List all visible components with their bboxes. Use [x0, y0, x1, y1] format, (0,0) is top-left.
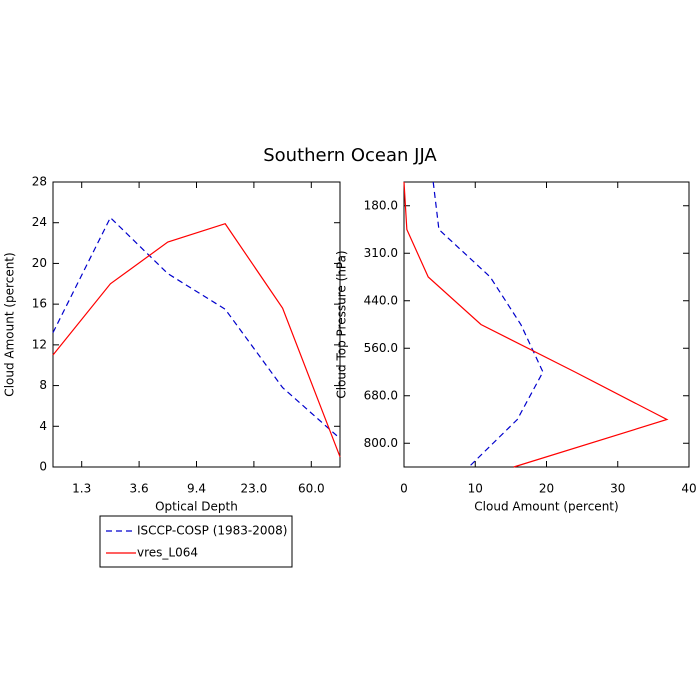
x-tick-label: 40 — [681, 482, 696, 496]
y-tick-label: 0 — [39, 460, 47, 474]
x-tick-label: 23.0 — [241, 482, 268, 496]
x-tick-label: 9.4 — [187, 482, 206, 496]
y-tick-label: 8 — [39, 378, 47, 392]
x-tick-label: 60.0 — [298, 482, 325, 496]
plot-frame — [403, 181, 690, 468]
y-tick-label: 180.0 — [364, 198, 398, 212]
y-tick-label: 24 — [32, 215, 47, 229]
y-tick-label: 12 — [32, 337, 47, 351]
x-tick-label: 10 — [468, 482, 483, 496]
y-axis-label: Cloud Top Pressure (hPa) — [335, 250, 349, 398]
series-line — [52, 216, 341, 439]
x-tick-label: 1.3 — [72, 482, 91, 496]
x-tick-label: 0 — [400, 482, 408, 496]
x-tick-label: 3.6 — [130, 482, 149, 496]
x-axis-label: Cloud Amount (percent) — [474, 500, 618, 514]
y-tick-label: 16 — [32, 297, 47, 311]
y-axis-label: Cloud Amount (percent) — [3, 252, 17, 396]
y-tick-label: 4 — [39, 419, 47, 433]
series-line — [52, 223, 341, 458]
series-line — [432, 181, 544, 468]
y-tick-label: 560.0 — [364, 341, 398, 355]
series-line — [403, 181, 669, 468]
plot-frame — [52, 181, 341, 468]
y-tick-label: 680.0 — [364, 388, 398, 402]
y-tick-label: 440.0 — [364, 293, 398, 307]
legend-label: vres_L064 — [137, 546, 198, 560]
y-tick-label: 310.0 — [364, 246, 398, 260]
legend-label: ISCCP-COSP (1983-2008) — [137, 524, 287, 538]
figure-title: Southern Ocean JJA — [263, 145, 437, 166]
x-tick-label: 20 — [539, 482, 554, 496]
x-tick-label: 30 — [610, 482, 625, 496]
y-tick-label: 800.0 — [364, 436, 398, 450]
y-tick-label: 28 — [32, 175, 47, 189]
y-tick-label: 20 — [32, 256, 47, 270]
legend-box — [99, 515, 293, 568]
x-axis-label: Optical Depth — [155, 500, 238, 514]
